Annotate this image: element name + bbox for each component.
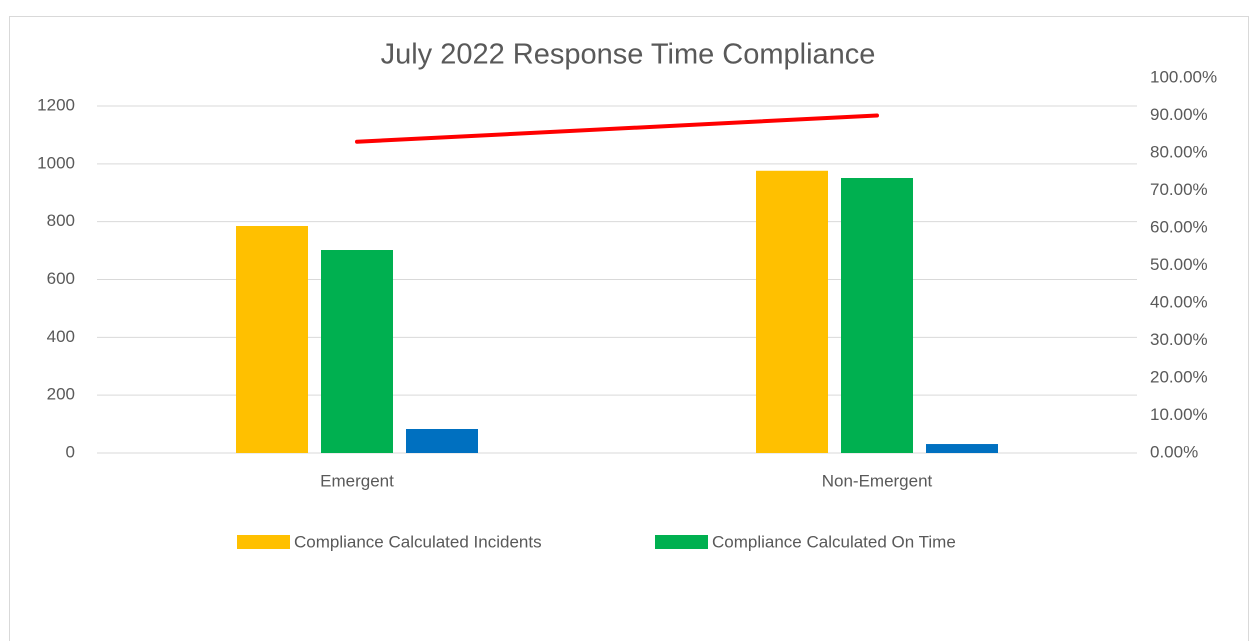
y2-tick-label: 0.00% — [1150, 442, 1198, 461]
y-tick-label: 200 — [47, 385, 75, 404]
y2-tick-label: 70.00% — [1150, 180, 1208, 199]
chart-border — [9, 16, 1249, 641]
y-tick-label: 1000 — [37, 153, 75, 172]
y-tick-label: 400 — [47, 327, 75, 346]
y2-tick-label: 60.00% — [1150, 217, 1208, 236]
y2-tick-label: 90.00% — [1150, 105, 1208, 124]
y2-tick-label: 40.00% — [1150, 292, 1208, 311]
y2-tick-label: 80.00% — [1150, 142, 1208, 161]
y2-tick-label: 20.00% — [1150, 367, 1208, 386]
bar — [406, 428, 478, 453]
line — [355, 113, 879, 144]
y-tick-label: 1200 — [37, 95, 75, 114]
y2-tick-label: 30.00% — [1150, 330, 1208, 349]
bar — [841, 178, 913, 453]
y2-tick-label: 10.00% — [1150, 405, 1208, 424]
legend-label: Compliance Calculated Incidents — [294, 532, 542, 551]
bar — [321, 250, 393, 453]
y-tick-label: 600 — [47, 269, 75, 288]
bar — [236, 226, 308, 453]
x-tick-label: Emergent — [320, 471, 394, 490]
y-tick-label: 800 — [47, 211, 75, 230]
legend-swatch — [237, 535, 290, 549]
legend-label: Compliance Calculated On Time — [712, 532, 956, 551]
bar — [926, 444, 998, 453]
bar — [756, 170, 828, 454]
chart-title: July 2022 Response Time Compliance — [381, 39, 876, 71]
legend-swatch — [655, 535, 708, 549]
x-tick-label: Non-Emergent — [822, 471, 933, 490]
y-tick-label: 0 — [66, 442, 75, 461]
y2-tick-label: 100.00% — [1150, 67, 1217, 86]
y2-tick-label: 50.00% — [1150, 255, 1208, 274]
